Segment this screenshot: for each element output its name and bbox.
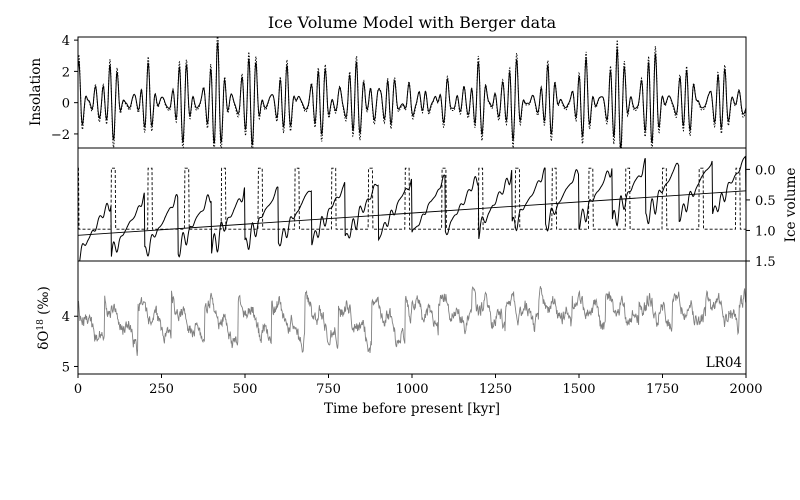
insolation-panel: 4 2 0 −2: [51, 34, 747, 149]
series-line-0-0: [78, 37, 746, 148]
x-tick-label: 250: [149, 382, 174, 397]
x-tick-label: 750: [316, 382, 341, 397]
series-line-2-0: [78, 286, 746, 356]
x-tick-label: 0: [74, 382, 82, 397]
y-tick-label: 4: [62, 34, 70, 49]
x-tick-label: 1750: [646, 382, 679, 397]
x-tick-label: 1000: [395, 382, 428, 397]
series-line-1-1: [79, 155, 746, 261]
x-tick-label: 1250: [479, 382, 512, 397]
y-tick-label: 4: [62, 310, 70, 325]
y-tick-label: −2: [51, 128, 70, 143]
delta-o18-label-main: δO: [36, 331, 52, 350]
x-tick-label: 1500: [562, 382, 595, 397]
y-tick-label: 0.5: [755, 194, 776, 209]
ice-volume-axis-label: Ice volume: [783, 168, 799, 243]
x-axis: 0 250 500 750 1000 1250 1500 1750 2000: [74, 374, 763, 397]
x-axis-label: Time before present [kyr]: [324, 401, 500, 417]
insolation-axis-label: Insolation: [28, 58, 44, 126]
x-tick-label: 2000: [729, 382, 762, 397]
y-tick-label: 2: [62, 65, 70, 80]
chart-title: Ice Volume Model with Berger data: [268, 13, 557, 32]
x-tick-label: 500: [233, 382, 258, 397]
lr04-annotation: LR04: [706, 355, 742, 371]
delta-o18-axis-label: δO18 (‰): [36, 286, 52, 350]
ice-volume-panel: 0.0 0.5 1.0 1.5: [77, 147, 776, 270]
series-line-1-2: [78, 190, 746, 236]
series-line-0-1: [78, 40, 746, 148]
y-tick-label: 0: [62, 97, 70, 112]
delta-o18-panel: 45: [62, 260, 747, 375]
y-tick-label: 5: [62, 360, 70, 375]
delta-o18-label-unit: (‰): [36, 286, 52, 319]
y-tick-label: 1.0: [755, 224, 776, 239]
delta-o18-label-sup: 18: [36, 319, 46, 331]
y-tick-label: 0.0: [755, 163, 776, 178]
y-tick-label: 1.5: [755, 255, 776, 270]
